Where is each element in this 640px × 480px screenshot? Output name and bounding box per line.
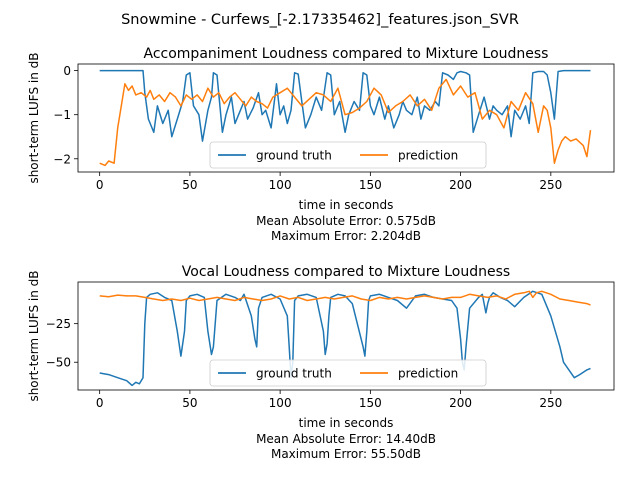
y-tick-label: −2 xyxy=(53,152,71,166)
x-tick-label: 100 xyxy=(269,396,292,410)
series-line-ground-truth xyxy=(99,69,591,142)
legend-box xyxy=(209,141,487,169)
series-line-ground-truth xyxy=(99,290,591,387)
chart-title: Vocal Loudness compared to Mixture Loudn… xyxy=(182,264,510,280)
y-tick-label: −1 xyxy=(53,108,71,122)
x-tick-label: 50 xyxy=(182,396,197,410)
series-line-prediction xyxy=(99,78,592,167)
x-tick-label: 0 xyxy=(96,178,104,192)
y-tick-label: −25 xyxy=(46,317,71,331)
legend-label-ground-truth: ground truth xyxy=(256,149,332,163)
chart-title: Accompaniment Loudness compared to Mixtu… xyxy=(144,46,549,62)
legend: ground truth prediction xyxy=(209,359,487,387)
chart-1: Accompaniment Loudness compared to Mixtu… xyxy=(27,46,615,243)
legend-label-ground-truth: ground truth xyxy=(256,367,332,381)
maximum-error-note: Maximum Error: 2.204dB xyxy=(271,229,421,243)
legend-label-prediction: prediction xyxy=(398,149,458,163)
x-tick-label: 150 xyxy=(359,178,382,192)
x-tick-label: 200 xyxy=(449,178,472,192)
plot-frame xyxy=(77,281,615,391)
y-tick-label: 0 xyxy=(63,64,71,78)
chart-2: Vocal Loudness compared to Mixture Loudn… xyxy=(27,264,615,461)
x-axis-label: time in seconds xyxy=(299,416,394,430)
x-tick-label: 200 xyxy=(449,396,472,410)
figure-suptitle: Snowmine - Curfews_[-2.17335462]_feature… xyxy=(121,12,519,28)
plot-frame xyxy=(77,63,615,173)
legend-label-prediction: prediction xyxy=(398,367,458,381)
y-tick-label: −50 xyxy=(46,356,71,370)
x-tick-label: 250 xyxy=(539,396,562,410)
maximum-error-note: Maximum Error: 55.50dB xyxy=(271,447,421,461)
y-axis-label: short-term LUFS in dB xyxy=(27,270,41,401)
x-tick-label: 0 xyxy=(96,396,104,410)
x-tick-label: 150 xyxy=(359,396,382,410)
mean-absolute-error-note: Mean Absolute Error: 14.40dB xyxy=(256,432,436,446)
x-tick-label: 50 xyxy=(182,178,197,192)
x-tick-label: 250 xyxy=(539,178,562,192)
x-axis-label: time in seconds xyxy=(299,198,394,212)
x-tick-label: 100 xyxy=(269,178,292,192)
mean-absolute-error-note: Mean Absolute Error: 0.575dB xyxy=(256,214,436,228)
legend-box xyxy=(209,359,487,387)
legend: ground truth prediction xyxy=(209,141,487,169)
y-axis-label: short-term LUFS in dB xyxy=(27,52,41,183)
series-line-prediction xyxy=(99,290,591,306)
